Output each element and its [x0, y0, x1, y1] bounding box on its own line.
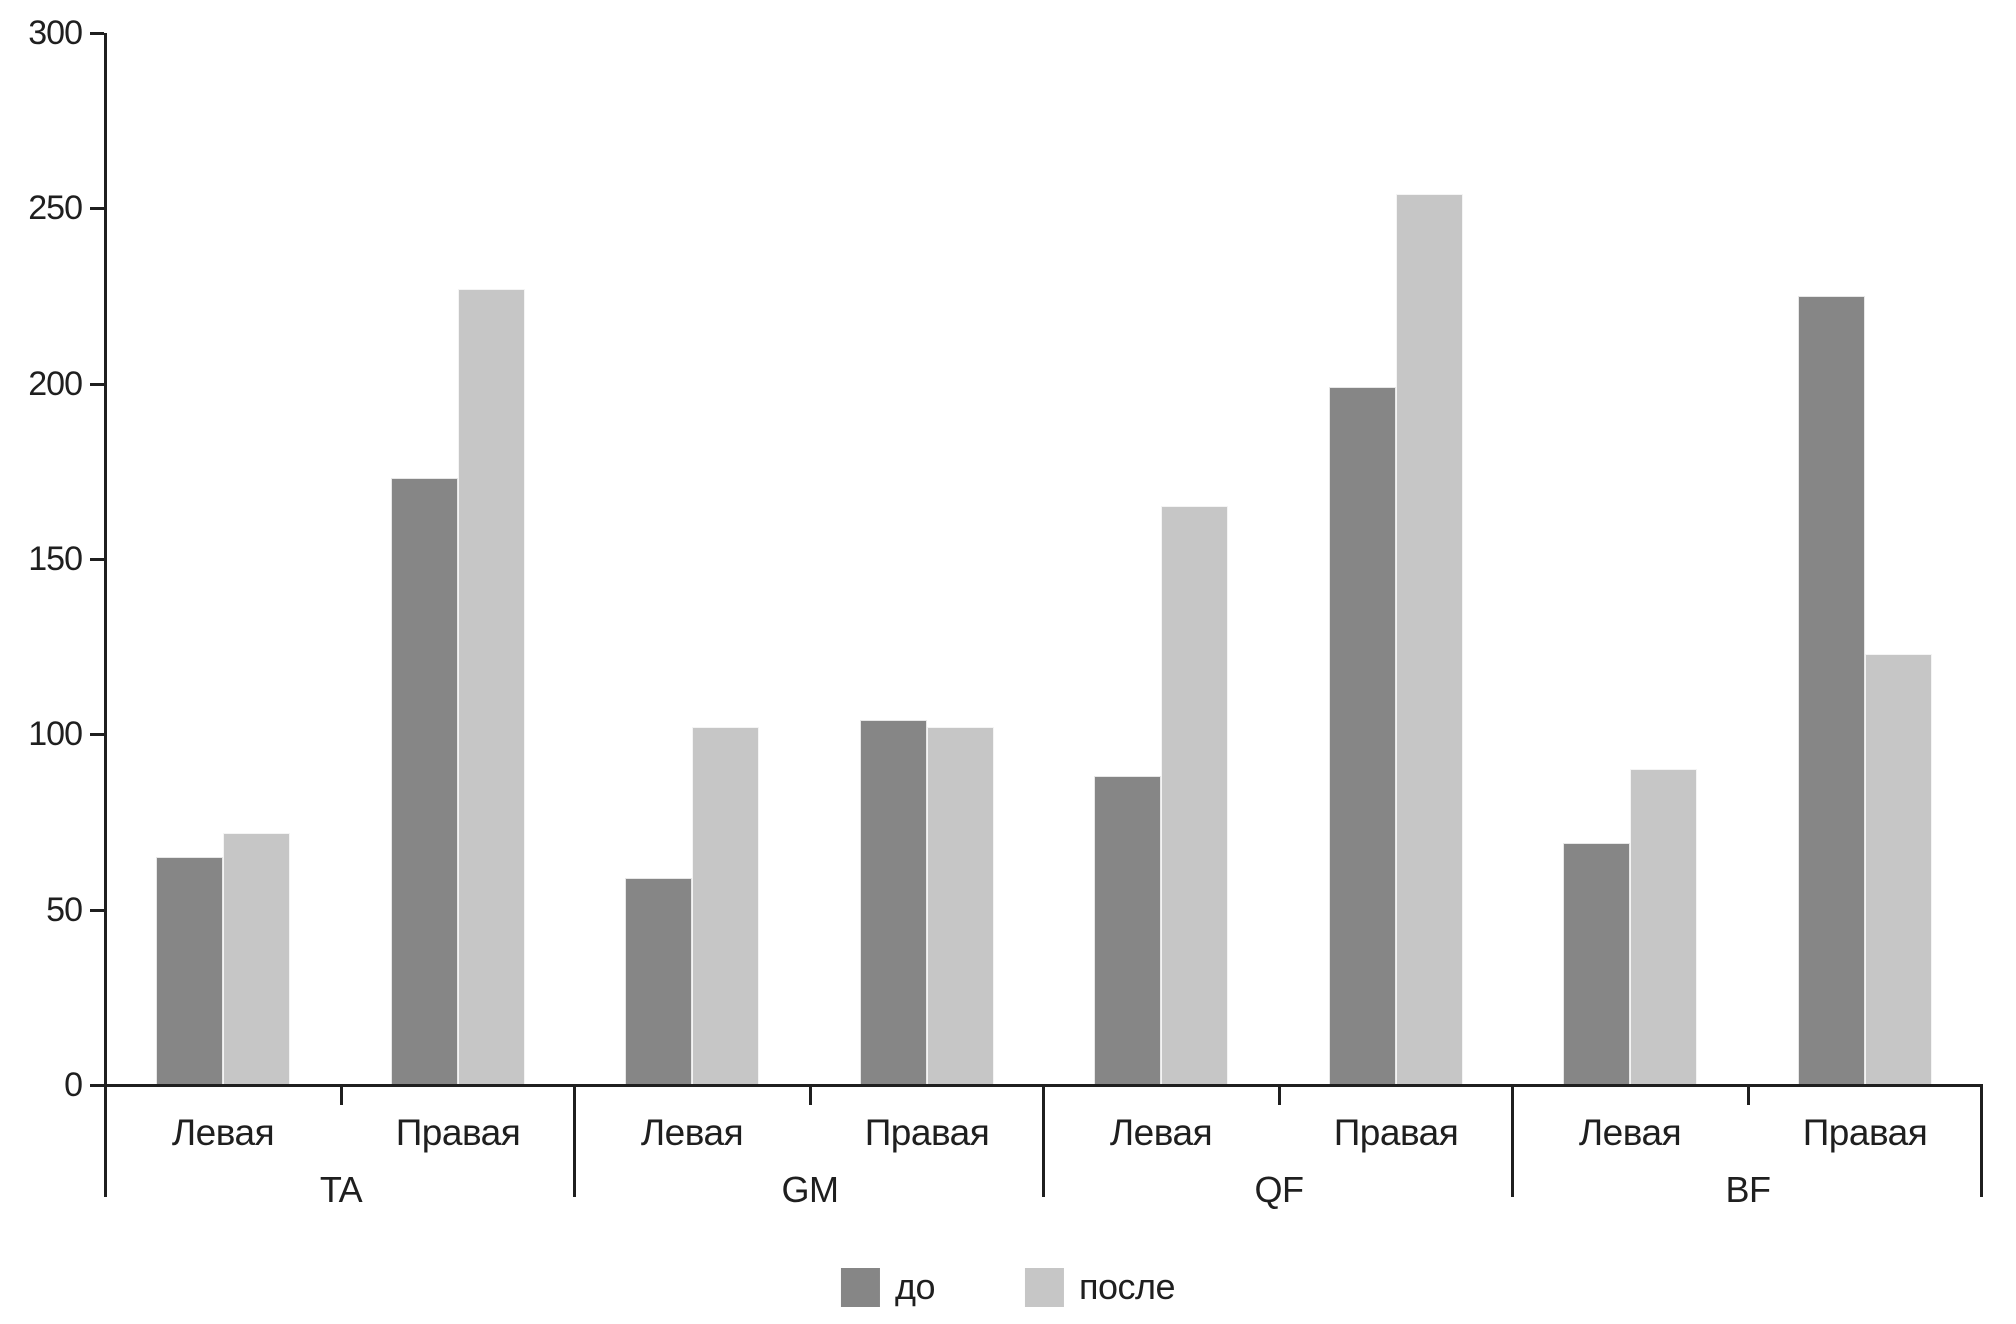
bar-до-GM-Левая: [625, 878, 692, 1085]
legend-swatch-posle: [1024, 1267, 1064, 1307]
x-label-TA-Левая: Левая: [171, 1112, 275, 1153]
x-group-label-GM: GM: [781, 1169, 840, 1210]
y-tick-label: 150: [28, 540, 83, 578]
bar-после-BF-Правая: [1865, 654, 1932, 1085]
bar-после-GM-Правая: [927, 727, 994, 1085]
y-tick: [90, 733, 104, 736]
legend-item-posle: после: [1024, 1266, 1176, 1308]
bar-после-TA-Левая: [223, 833, 290, 1085]
bar-после-QF-Левая: [1161, 506, 1228, 1085]
y-tick: [90, 909, 104, 912]
legend-label-posle: после: [1078, 1266, 1176, 1307]
legend-item-do: до: [840, 1266, 936, 1308]
y-axis-spine: [104, 33, 107, 1197]
bar-до-GM-Правая: [860, 720, 927, 1085]
bar-до-BF-Левая: [1563, 843, 1630, 1085]
bar-после-QF-Правая: [1396, 194, 1463, 1085]
group-separator: [1042, 1084, 1045, 1197]
y-tick-label: 50: [46, 891, 83, 929]
y-tick: [90, 32, 104, 35]
y-tick: [90, 1084, 104, 1087]
bar-до-TA-Левая: [156, 857, 223, 1085]
bar-после-GM-Левая: [692, 727, 759, 1085]
group-separator: [573, 1084, 576, 1197]
legend: до после: [840, 1266, 1176, 1308]
x-group-label-BF: BF: [1725, 1169, 1771, 1210]
bar-до-BF-Правая: [1798, 296, 1865, 1085]
y-tick-label: 0: [64, 1066, 83, 1104]
x-group-label-QF: QF: [1254, 1169, 1305, 1210]
legend-label-do: до: [894, 1266, 936, 1307]
bar-после-BF-Левая: [1630, 769, 1697, 1085]
y-tick-label: 250: [28, 189, 83, 227]
x-label-QF-Левая: Левая: [1109, 1112, 1213, 1153]
y-tick: [90, 558, 104, 561]
x-label-GM-Правая: Правая: [864, 1112, 990, 1153]
subcategory-tick: [809, 1084, 812, 1105]
x-label-QF-Правая: Правая: [1333, 1112, 1459, 1153]
x-label-BF-Правая: Правая: [1802, 1112, 1928, 1153]
subcategory-tick: [340, 1084, 343, 1105]
group-separator: [1980, 1084, 1983, 1197]
group-separator: [1511, 1084, 1514, 1197]
x-label-GM-Левая: Левая: [640, 1112, 744, 1153]
x-group-label-TA: TA: [319, 1169, 363, 1210]
x-label-TA-Правая: Правая: [395, 1112, 521, 1153]
y-tick-label: 100: [28, 715, 83, 753]
legend-swatch-do: [840, 1267, 880, 1307]
subcategory-tick: [1278, 1084, 1281, 1105]
bar-до-QF-Левая: [1094, 776, 1161, 1085]
y-tick: [90, 207, 104, 210]
bar-до-TA-Правая: [391, 478, 458, 1085]
y-tick-label: 200: [28, 365, 83, 403]
x-label-BF-Левая: Левая: [1578, 1112, 1682, 1153]
subcategory-tick: [1747, 1084, 1750, 1105]
y-tick: [90, 383, 104, 386]
bar-после-TA-Правая: [458, 289, 525, 1085]
bar-до-QF-Правая: [1329, 387, 1396, 1085]
y-tick-label: 300: [28, 14, 83, 52]
